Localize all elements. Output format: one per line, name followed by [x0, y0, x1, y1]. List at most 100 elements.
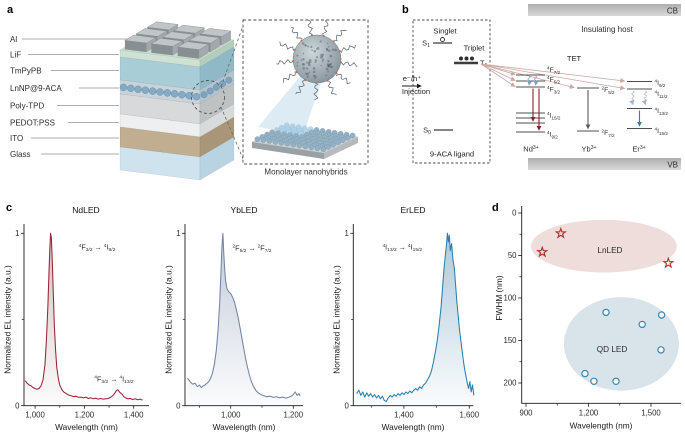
nanoparticle [119, 83, 128, 92]
term-seg: 3/2 [101, 379, 108, 385]
y-tick-label: 50 [508, 251, 517, 260]
circle-marker-qdled [590, 377, 598, 385]
sphere-texture-dot [328, 65, 330, 68]
term-seg: F [81, 242, 86, 251]
x-tick-label: 1,600 [460, 410, 480, 419]
sphere-texture-dot [326, 42, 329, 45]
monolayer-nanoparticle [284, 140, 291, 147]
y-tick-label: 1 [344, 229, 348, 238]
term-seg: 4 [79, 243, 82, 249]
term-seg: 9/2 [659, 83, 666, 88]
panel-b-energy-diagram: S1T1S04F7/24F5/24F3/24I15/24I9/2Nd3+2F5/… [402, 4, 681, 170]
magnifier-link [220, 106, 245, 162]
sphere-texture-dot [310, 45, 313, 49]
level-label: 4F5/2 [547, 75, 561, 84]
sphere-texture-dot [313, 49, 317, 53]
y-tick-label: 0 [512, 209, 517, 218]
x-tick-label: 1,200 [75, 410, 95, 419]
nanoparticle [178, 90, 186, 99]
tet-arrow [480, 63, 575, 89]
al-pad-side [221, 31, 231, 46]
al-pad-side [199, 44, 209, 59]
level-label: 4I9/2 [655, 79, 666, 88]
x-tick-label: 1,200 [579, 409, 599, 418]
level-label: 4I11/2 [655, 90, 668, 99]
sphere-texture-dot [312, 67, 316, 70]
ligand-caption: 9-ACA ligand [430, 150, 474, 159]
al-pad-top [173, 24, 206, 34]
y-tick-label: 0 [176, 401, 181, 410]
sphere-texture-dot [326, 48, 329, 52]
star-marker-lnled [554, 226, 567, 239]
al-pad-top [161, 31, 194, 41]
y-tick-label: 150 [503, 336, 517, 345]
al-pad-side [172, 41, 183, 56]
level-label: 4F3/2 [547, 85, 561, 94]
sphere-texture-dot [304, 44, 307, 47]
sphere-texture-dot [316, 47, 320, 50]
term-seg: I [106, 242, 108, 251]
circle-marker-qdled [657, 311, 666, 319]
carriers-label: e⁻/h⁺ [403, 74, 422, 83]
sphere-texture-dot [306, 75, 309, 78]
circle-marker-qdled [602, 308, 610, 317]
sphere-texture-dot [301, 42, 305, 45]
term-seg: I [385, 242, 387, 251]
term-seg: 4 [547, 66, 550, 71]
level-label: 2F7/2 [602, 129, 616, 138]
ligand-anchor-dot [293, 48, 296, 51]
monolayer-nanoparticle [344, 135, 351, 141]
monolayer-nanoparticle [296, 142, 303, 149]
triplet-exciton-icon [459, 56, 463, 61]
term-seg: 0 [428, 130, 431, 136]
term-seg: 5/2 [240, 248, 247, 254]
term-seg: F [235, 243, 240, 252]
sphere-texture-dot [300, 59, 303, 62]
term-seg: 2 [602, 86, 605, 91]
region-label: LnLED [597, 246, 622, 255]
term-seg: 13/2 [387, 247, 397, 253]
fwhm-yaxis-title: FWHM (nm) [494, 275, 504, 320]
ligand-anchor-dot [338, 50, 341, 53]
y-tick-label: 100 [503, 294, 517, 303]
al-pad-top [150, 38, 183, 47]
erled-xaxis-title: Wavelength (nm) [382, 422, 445, 432]
ligand-anchor-dot [304, 79, 307, 82]
term-seg: 4 [655, 90, 658, 95]
term-seg: I [657, 91, 659, 98]
ligand-chain [333, 30, 347, 42]
layer-label-Glass: Glass [10, 150, 30, 159]
sphere-texture-dot [308, 63, 311, 67]
layer-label-Al: Al [10, 35, 17, 44]
sphere-texture-dot [305, 72, 307, 75]
sphere-texture-dot [312, 74, 315, 77]
term-seg: 2 [602, 129, 605, 134]
level-label: 4F7/2 [547, 66, 561, 75]
al-pad-top [135, 28, 168, 37]
x-tick-label: 1,400 [124, 410, 144, 419]
sphere-texture-dot [327, 45, 330, 48]
valence-band-bar [528, 158, 681, 170]
term-seg: 4 [119, 375, 122, 381]
term-seg: 4 [408, 243, 411, 249]
term-seg: 3+ [640, 145, 646, 151]
term-seg: I [657, 80, 659, 87]
term-seg: F [604, 87, 608, 94]
panel-d-scatter: LnLED QD LED 0 50 100 150 200 900 1,200 1,500 [503, 206, 681, 418]
ligand-chain [341, 61, 358, 68]
transition-annotation: 4F3/2 → 4I13/2 [94, 374, 134, 385]
al-pad-front [151, 43, 173, 56]
monolayer-nanoparticle [278, 140, 285, 146]
ion-label: Er3+ [632, 145, 645, 154]
layer-label-LiF: LiF [10, 50, 21, 59]
sphere-texture-dot [321, 58, 325, 61]
ligand-chain [291, 26, 303, 40]
y-tick-label: 1 [15, 229, 19, 238]
layer-label-ITO: ITO [10, 134, 23, 143]
layer-label-PEDOT:PSS: PEDOT:PSS [10, 118, 55, 127]
sphere-texture-dot [328, 49, 331, 53]
term-seg: 3/2 [554, 89, 561, 94]
ligand-chain [283, 71, 296, 83]
